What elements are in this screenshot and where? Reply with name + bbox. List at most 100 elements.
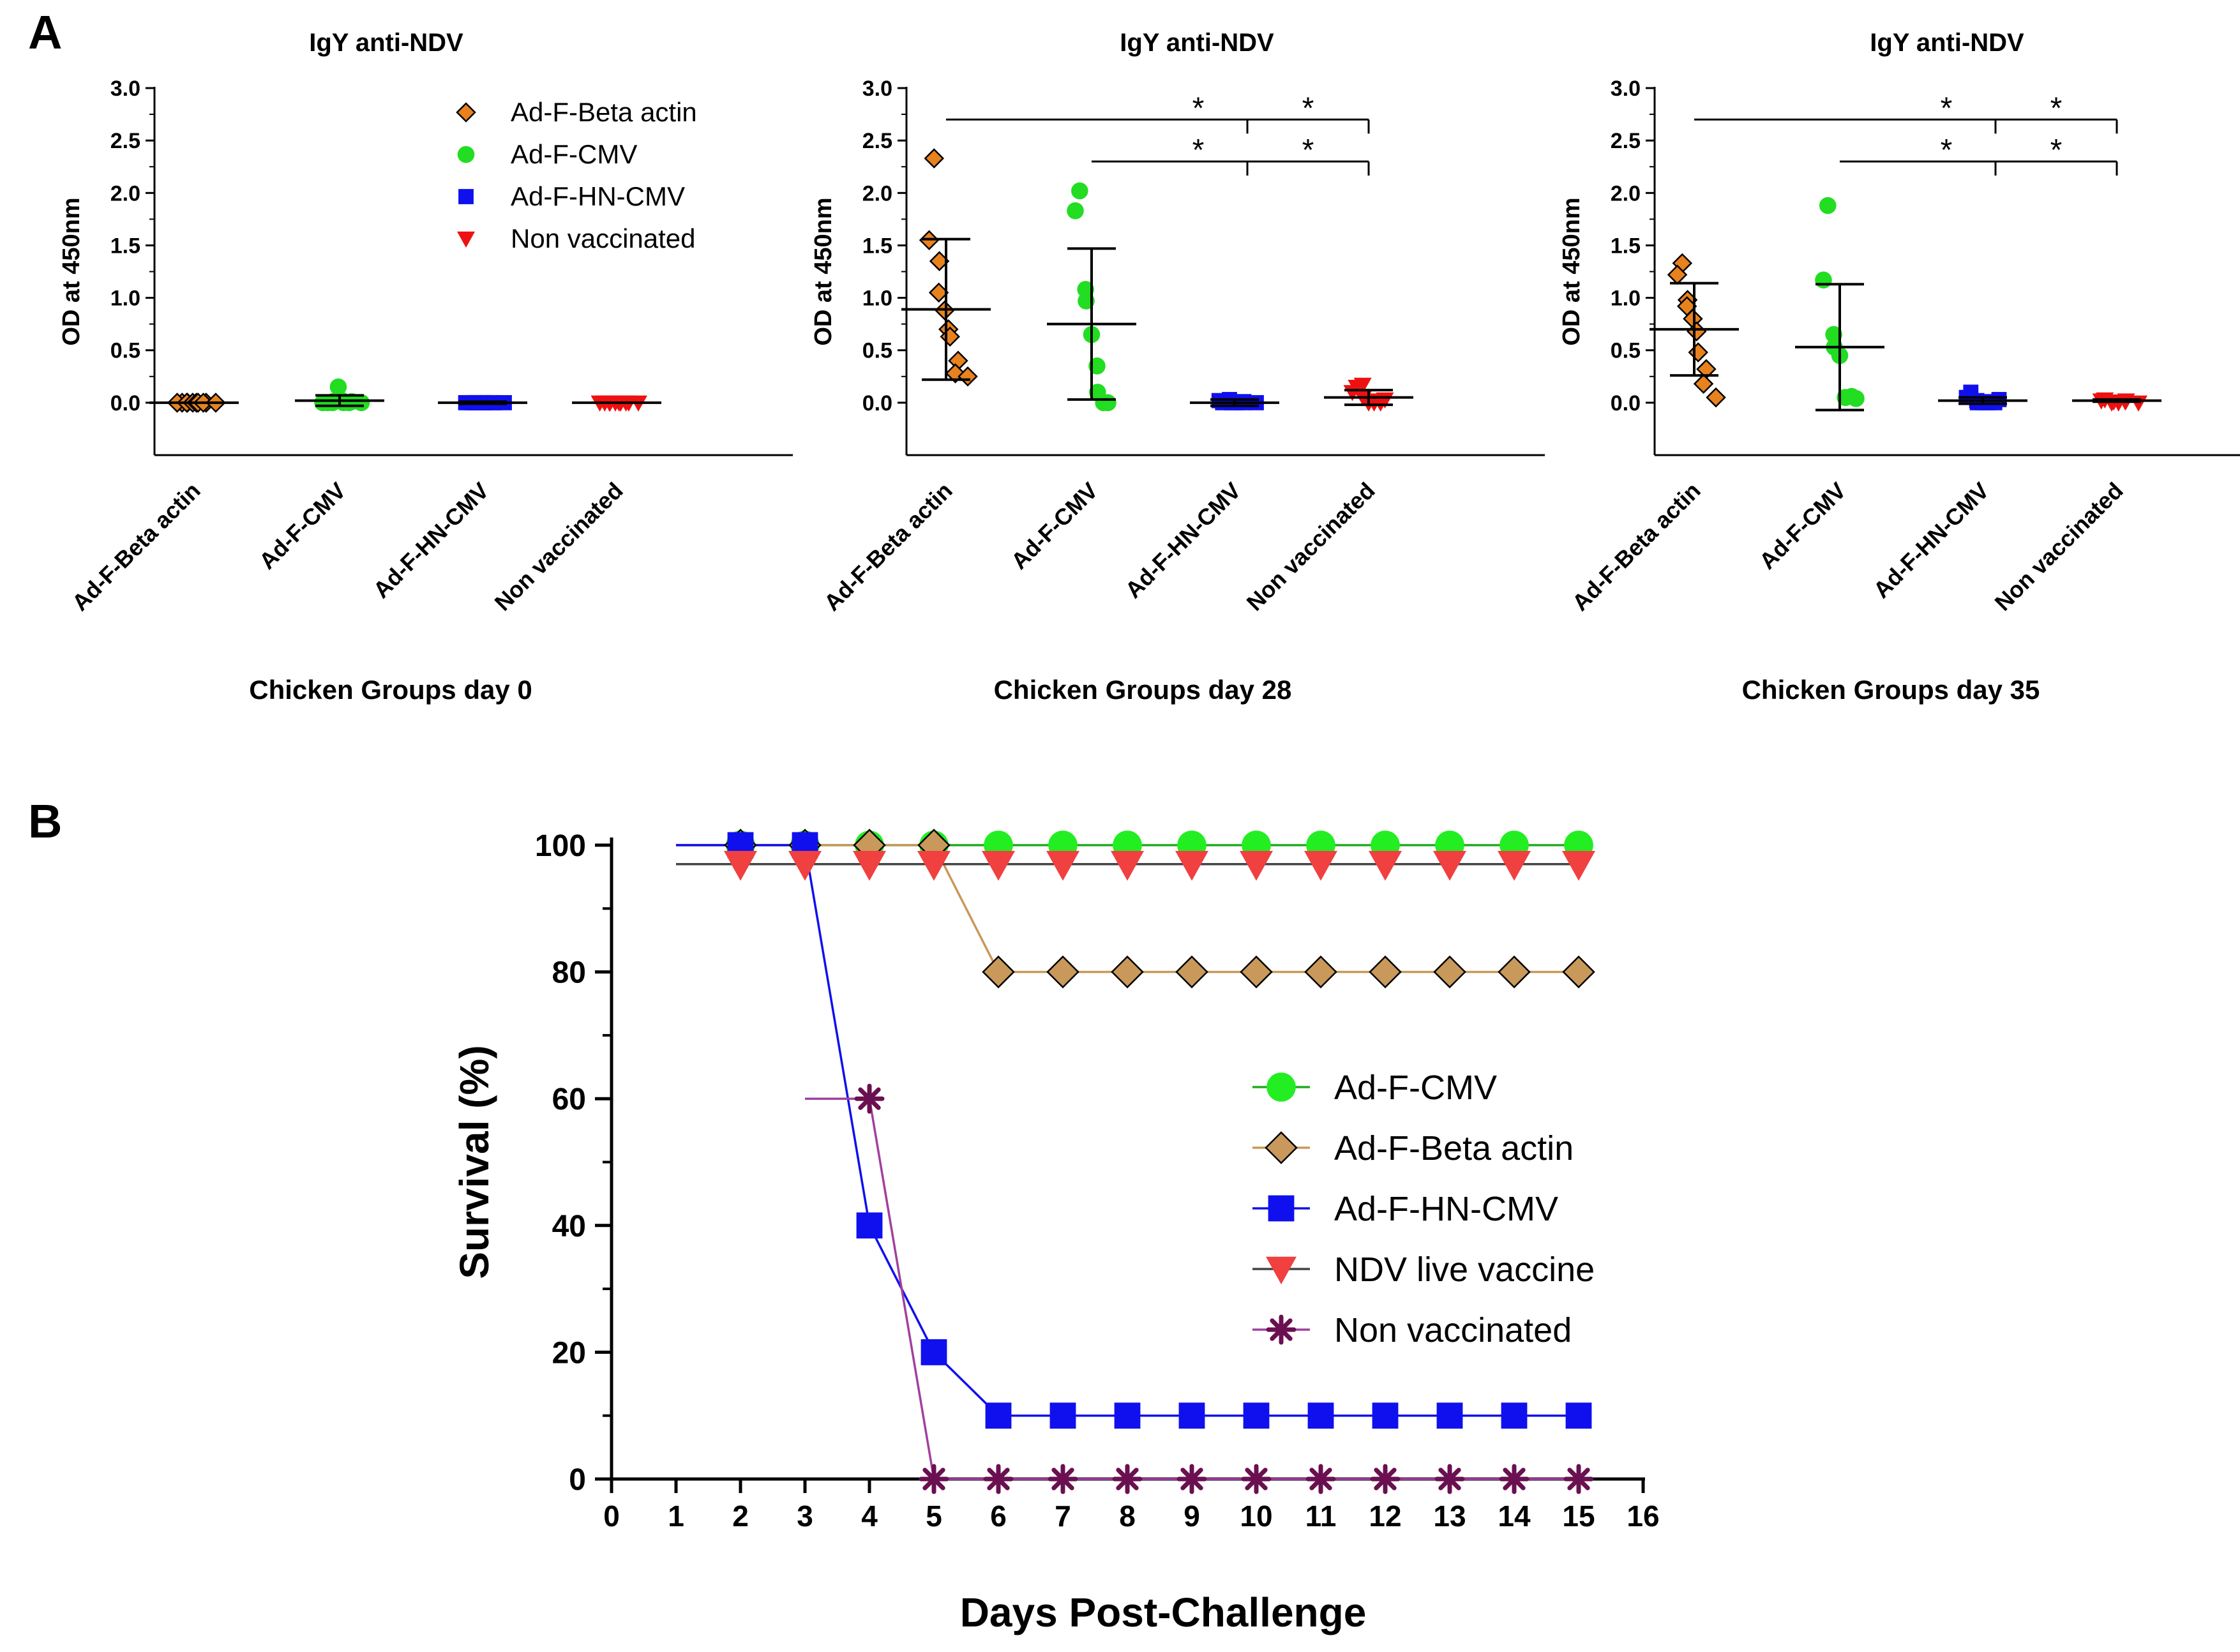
data-point xyxy=(982,955,1015,989)
asterisk-stroke xyxy=(922,1468,945,1491)
legend-label: Ad-F-CMV xyxy=(1334,1069,1497,1107)
legend-label: Non vaccinated xyxy=(1334,1311,1572,1349)
data-point xyxy=(1434,1464,1465,1494)
data-point xyxy=(958,366,978,387)
x-axis-label: Chicken Groups day 0 xyxy=(249,675,532,705)
data-point xyxy=(1243,1402,1270,1429)
legend-marker xyxy=(458,189,474,204)
chart-title: IgY anti-NDV xyxy=(309,29,463,57)
category-label: Ad-F-HN-CMV xyxy=(1868,477,1994,603)
data-point xyxy=(853,850,886,881)
category-label: Ad-F-HN-CMV xyxy=(1120,477,1245,603)
data-point xyxy=(1825,326,1842,343)
y-tick-label: 0.0 xyxy=(862,391,892,416)
category-label: Ad-F-CMV xyxy=(254,477,351,574)
data-point xyxy=(1305,1464,1336,1494)
data-point xyxy=(1048,1464,1078,1494)
legend-label: Ad-F-Beta actin xyxy=(511,97,697,127)
legend-marker xyxy=(457,231,475,248)
data-point xyxy=(2130,395,2147,412)
y-tick-label: 2.0 xyxy=(1611,181,1641,206)
data-point xyxy=(1688,342,1709,363)
chart-title: IgY anti-NDV xyxy=(1870,29,2024,57)
panel-b-letter: B xyxy=(28,795,62,848)
significance-star: * xyxy=(1192,91,1205,125)
data-point xyxy=(1304,850,1337,881)
data-point xyxy=(1498,850,1531,881)
data-point xyxy=(1562,955,1595,989)
x-tick-label: 1 xyxy=(668,1499,684,1533)
y-tick-label: 60 xyxy=(552,1083,586,1116)
category-label: Ad-F-CMV xyxy=(1006,477,1103,574)
y-tick-label: 1.0 xyxy=(862,287,892,311)
data-point xyxy=(329,378,347,396)
x-tick-label: 13 xyxy=(1433,1499,1466,1533)
data-point xyxy=(1369,850,1402,881)
y-tick-label: 100 xyxy=(535,829,586,863)
significance-star: * xyxy=(1941,133,1953,167)
significance-star: * xyxy=(1302,91,1314,125)
data-point xyxy=(1176,1464,1207,1494)
category-label: Non vaccinated xyxy=(490,477,628,616)
data-point xyxy=(788,850,822,881)
x-tick-label: 8 xyxy=(1119,1499,1136,1533)
data-point xyxy=(1240,850,1273,881)
y-tick-label: 40 xyxy=(552,1210,586,1243)
scatter-plot-day-0: IgY anti-NDV 0.0 0.5 1.0 1.5 2.0 2.5 3.0 OD at 4… xyxy=(58,29,793,705)
data-point xyxy=(1562,850,1595,881)
category-label: Non vaccinated xyxy=(1242,477,1380,616)
legend-label: Non vaccinated xyxy=(511,223,696,253)
y-axis-label: OD at 450nm xyxy=(810,197,837,345)
data-point xyxy=(1241,1464,1272,1494)
data-point xyxy=(1175,850,1208,881)
x-axis-label: Days Post-Challenge xyxy=(960,1589,1367,1635)
y-tick-label: 1.5 xyxy=(862,234,892,258)
category-label: Ad-F-Beta actin xyxy=(67,477,206,616)
y-tick-label: 1.0 xyxy=(1611,287,1641,311)
data-point xyxy=(1046,850,1079,881)
x-tick-label: 2 xyxy=(732,1499,749,1533)
category-label: Ad-F-CMV xyxy=(1754,477,1851,574)
data-point xyxy=(1369,955,1402,989)
data-point xyxy=(1433,850,1466,881)
x-tick-label: 9 xyxy=(1184,1499,1200,1533)
data-point xyxy=(1499,1464,1530,1494)
data-point xyxy=(1501,1402,1528,1429)
data-point xyxy=(1843,387,1860,405)
x-tick-label: 15 xyxy=(1562,1499,1595,1533)
asterisk-stroke xyxy=(1503,1468,1526,1491)
scatter-plot-day-35: IgY anti-NDV 0.0 0.5 1.0 1.5 2.0 2.5 3.0 OD at 4… xyxy=(1558,29,2240,705)
legend-marker xyxy=(1266,1256,1297,1284)
y-tick-label: 3.0 xyxy=(862,77,892,101)
legend-label: Ad-F-HN-CMV xyxy=(1334,1190,1558,1228)
data-point xyxy=(1304,955,1337,989)
data-point xyxy=(1706,387,1726,408)
legend-marker xyxy=(1265,1131,1298,1164)
category-label: Ad-F-Beta actin xyxy=(819,477,958,616)
x-tick-label: 16 xyxy=(1627,1499,1659,1533)
legend-marker xyxy=(457,146,475,163)
significance-star: * xyxy=(1941,91,1953,125)
asterisk-stroke xyxy=(987,1468,1010,1491)
data-point xyxy=(1815,271,1832,289)
y-tick-label: 20 xyxy=(552,1336,586,1370)
data-point xyxy=(1819,197,1837,214)
data-point xyxy=(1563,1464,1594,1494)
scatter-plot-day-28: IgY anti-NDV 0.0 0.5 1.0 1.5 2.0 2.5 3.0 OD at 4… xyxy=(810,29,1545,705)
y-axis-label: OD at 450nm xyxy=(58,197,85,345)
x-tick-label: 11 xyxy=(1305,1499,1337,1533)
data-point xyxy=(983,1464,1014,1494)
x-tick-label: 0 xyxy=(603,1499,620,1533)
y-tick-label: 1.5 xyxy=(1611,234,1641,258)
y-tick-label: 0 xyxy=(569,1463,586,1497)
legend-marker xyxy=(1266,1314,1297,1345)
y-tick-label: 0.0 xyxy=(110,391,140,416)
data-point xyxy=(1307,1402,1334,1429)
significance-star: * xyxy=(1302,133,1314,167)
y-tick-label: 3.0 xyxy=(1611,77,1641,101)
legend-marker xyxy=(1268,1195,1295,1222)
data-point xyxy=(1693,373,1714,394)
data-point xyxy=(1370,1464,1401,1494)
y-tick-label: 2.5 xyxy=(1611,129,1641,153)
y-axis-label: Survival (%) xyxy=(451,1045,497,1279)
